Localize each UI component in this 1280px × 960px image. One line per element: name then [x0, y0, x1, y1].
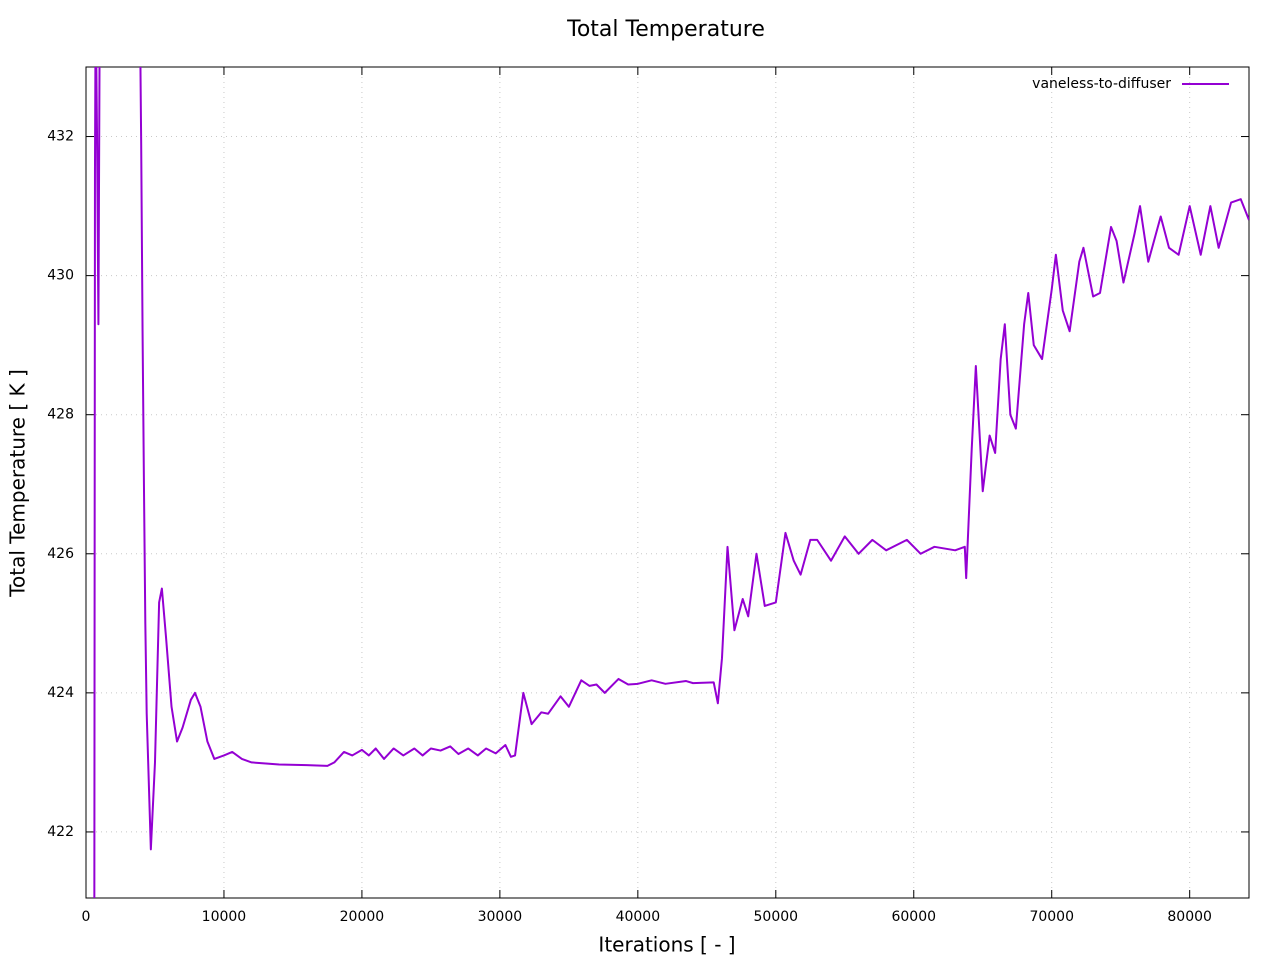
x-tick-label: 0 [82, 909, 91, 925]
x-tick-label: 70000 [1029, 909, 1074, 925]
y-tick-label: 424 [47, 685, 74, 701]
chart-title: Total Temperature [566, 17, 765, 42]
x-tick-label: 40000 [616, 909, 661, 925]
y-tick-label: 430 [47, 268, 74, 284]
legend-label: vaneless-to-diffuser [1032, 76, 1171, 92]
x-tick-label: 50000 [754, 909, 799, 925]
data-line [93, 67, 1249, 898]
x-axis-label: Iterations [ - ] [598, 933, 735, 957]
plot-area [93, 67, 1249, 898]
x-tick-label: 20000 [340, 909, 385, 925]
x-tick-label: 10000 [202, 909, 247, 925]
y-tick-label: 432 [47, 129, 74, 145]
y-tick-label: 426 [47, 546, 74, 562]
y-tick-label: 422 [47, 824, 74, 840]
plot-border [85, 66, 1250, 899]
x-tick-label: 80000 [1167, 909, 1212, 925]
x-tick-label: 30000 [478, 909, 523, 925]
y-axis-label: Total Temperature [ K ] [6, 369, 30, 598]
y-tick-label: 428 [47, 407, 74, 423]
x-tick-label: 60000 [891, 909, 936, 925]
